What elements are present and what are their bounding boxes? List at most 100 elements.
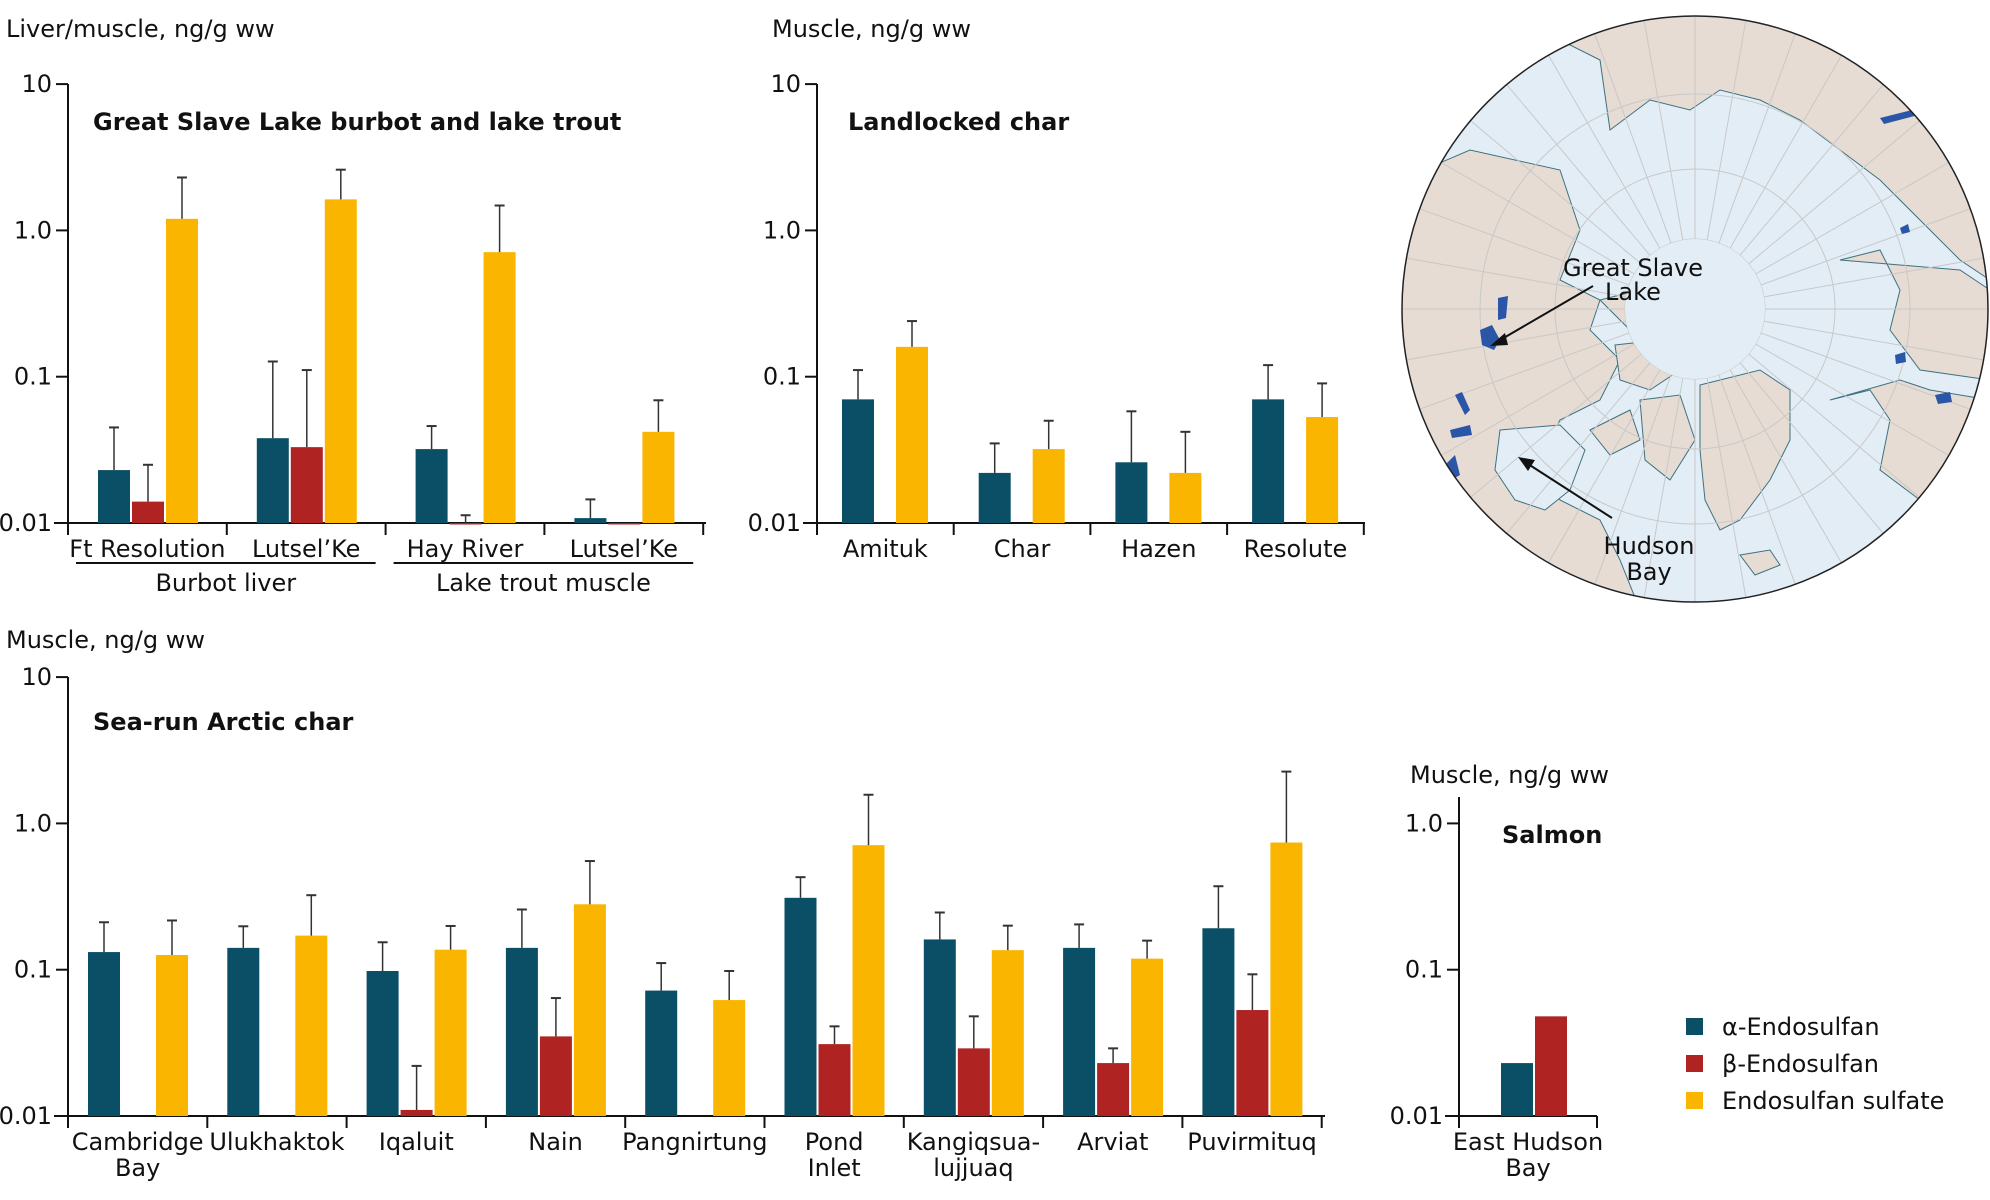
meridian: [1760, 332, 1971, 410]
x-category-label: Ft Resolution: [69, 535, 225, 563]
bar-beta: [1236, 1010, 1269, 1116]
legend-item-beta: β-Endosulfan: [1686, 1050, 1879, 1078]
category-group-label: Burbot liver: [155, 569, 296, 597]
meridian: [1706, 20, 1747, 241]
bar-alpha: [842, 399, 874, 523]
meridian: [1548, 55, 1661, 249]
map-label-line: Great Slave: [1563, 254, 1703, 282]
x-category-label: lujjuaq: [933, 1154, 1013, 1182]
bar-sulfate: [642, 431, 675, 523]
bar-sulfate: [156, 955, 188, 1116]
x-category-label: Hay River: [407, 535, 524, 563]
map-label-line: Lake: [1605, 278, 1661, 306]
y-axis-title: Liver/muscle, ng/g ww: [6, 15, 275, 43]
bar-alpha: [978, 472, 1011, 523]
bar-alpha: [574, 518, 607, 523]
y-axis-title: Muscle, ng/g ww: [1410, 761, 1609, 789]
y-axis-title: Muscle, ng/g ww: [772, 15, 971, 43]
meridian: [1419, 332, 1630, 410]
bar-alpha: [923, 939, 956, 1116]
y-tick-label: 1.0: [1405, 809, 1443, 837]
bar-alpha: [645, 990, 678, 1116]
meridian: [1506, 362, 1651, 534]
arrow-head-icon: [1518, 457, 1535, 471]
map-border: [1401, 15, 1989, 603]
arrow-line: [1494, 285, 1594, 344]
meridian: [1548, 369, 1661, 563]
panel-title: Great Slave Lake burbot and lake trout: [93, 108, 621, 136]
bar-sulfate: [852, 845, 885, 1116]
meridian: [1755, 162, 1949, 275]
bar-sulfate: [896, 346, 928, 523]
panel-title: Salmon: [1502, 821, 1602, 849]
bar-sulfate: [295, 935, 328, 1116]
x-category-label: Bay: [115, 1154, 160, 1182]
bar-beta: [957, 1048, 990, 1116]
arctic-map: Great Slave Lake Hudson Bay: [1401, 15, 1989, 603]
bar-sulfate: [1270, 842, 1303, 1116]
x-category-label: Lutsel’Ke: [570, 535, 678, 563]
meridian: [1718, 374, 1796, 585]
x-category-label: Cambridge: [72, 1128, 204, 1156]
panel-sea-run-arctic-char: Muscle, ng/g ww Sea-run Arctic char 10 1.…: [0, 626, 1325, 1182]
x-category-label: Puvirmituq: [1187, 1128, 1316, 1156]
y-tick-label: 0.01: [1390, 1102, 1443, 1130]
map-label-hudson-bay: Hudson Bay: [1518, 457, 1694, 586]
bar-sulfate: [324, 199, 357, 524]
meridian: [1506, 84, 1651, 256]
y-tick-label: 0.1: [14, 363, 52, 391]
y-tick-label: 10: [21, 70, 52, 98]
x-category-label: Arviat: [1077, 1128, 1148, 1156]
bar-beta: [608, 523, 641, 525]
bar-alpha: [415, 449, 448, 523]
map-label-line: Hudson: [1604, 532, 1695, 560]
x-category-label: Inlet: [808, 1154, 861, 1182]
legend-item-alpha: α-Endosulfan: [1686, 1013, 1880, 1041]
map-graticule: [1402, 16, 1988, 602]
legend-label: β-Endosulfan: [1722, 1050, 1879, 1078]
meridian: [1748, 120, 1920, 265]
bar-sulfate: [713, 1000, 746, 1116]
bar-beta: [539, 1036, 572, 1116]
y-tick-label: 1.0: [14, 216, 52, 244]
x-category-label: Hazen: [1121, 535, 1196, 563]
meridian: [1755, 343, 1949, 456]
arrow-line: [1524, 461, 1613, 519]
x-category-label: Iqaluit: [379, 1128, 454, 1156]
legend: α-Endosulfan β-Endosulfan Endosulfan sul…: [1686, 1013, 1944, 1115]
meridian: [1441, 162, 1635, 275]
bar-sulfate: [573, 904, 606, 1116]
panel-landlocked-char: Muscle, ng/g ww Landlocked char 10 1.0 0.1…: [748, 15, 1365, 563]
bar-sulfate: [483, 252, 516, 524]
category-group-label: Lake trout muscle: [436, 569, 651, 597]
meridian: [1406, 320, 1627, 361]
bar-alpha: [505, 947, 538, 1116]
map-lakes: [1440, 108, 1952, 485]
x-category-label: Char: [994, 535, 1051, 563]
y-axis-title: Muscle, ng/g ww: [6, 626, 205, 654]
meridian: [1419, 208, 1630, 286]
meridian: [1643, 377, 1684, 598]
bar-alpha: [1115, 462, 1148, 523]
bar-alpha: [1501, 1063, 1533, 1116]
x-category-label: Pond: [805, 1128, 864, 1156]
legend-swatch-beta: [1686, 1055, 1703, 1072]
y-tick-label: 0.01: [0, 509, 52, 537]
y-tick-label: 10: [770, 70, 801, 98]
y-tick-label: 0.1: [1405, 956, 1443, 984]
legend-swatch-alpha: [1686, 1018, 1703, 1035]
bar-alpha: [1063, 947, 1096, 1116]
bar-beta: [1535, 1016, 1567, 1116]
x-category-label: Amituk: [843, 535, 928, 563]
x-category-label: Bay: [1505, 1154, 1550, 1182]
y-tick-label: 1.0: [763, 216, 801, 244]
legend-item-sulfate: Endosulfan sulfate: [1686, 1087, 1944, 1115]
bar-alpha: [366, 970, 399, 1116]
bar-alpha: [256, 438, 289, 523]
y-tick-label: 0.1: [763, 363, 801, 391]
x-category-label: Resolute: [1244, 535, 1348, 563]
legend-label: Endosulfan sulfate: [1722, 1087, 1944, 1115]
meridian: [1739, 362, 1884, 534]
meridian: [1594, 33, 1672, 244]
